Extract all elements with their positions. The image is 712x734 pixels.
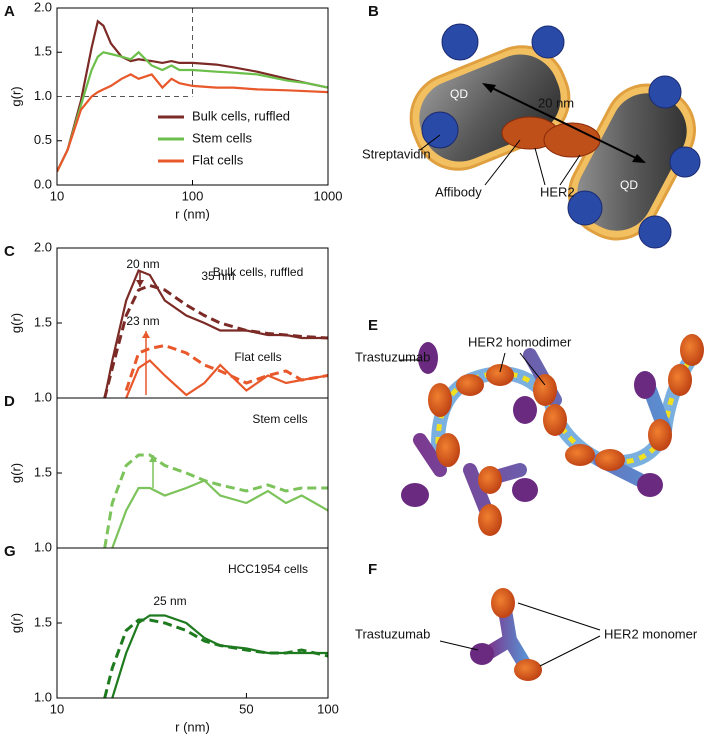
series-line	[57, 73, 328, 173]
qd-label: QD	[620, 178, 638, 192]
x-tick-label: 100	[317, 701, 339, 716]
y-tick-label: 1.0	[34, 389, 52, 404]
panel-letter: D	[4, 393, 15, 410]
annotation: Stem cells	[252, 412, 307, 426]
chart-1: 1.0 1.5 2.0 g(r) Bulk cells, ruffled 20 nm 35 …	[8, 239, 329, 404]
y-tick-label: 1.5	[34, 614, 52, 629]
annotation: Flat cells	[234, 350, 281, 364]
annotation: 25 nm	[153, 594, 186, 608]
trastuzumab-label: Trastuzumab	[355, 626, 430, 641]
y-axis-label: g(r)	[8, 463, 23, 483]
y-tick-label: 0.5	[34, 132, 52, 147]
diagram-e	[400, 334, 704, 536]
y-tick-label: 1.5	[34, 464, 52, 479]
x-tick-label: 50	[239, 701, 253, 716]
arrow-head	[136, 280, 144, 287]
affibody-label: Affibody	[435, 184, 482, 199]
y-tick-label: 1.0	[34, 539, 52, 554]
y-tick-label: 2.0	[34, 0, 52, 14]
plot-frame	[56, 7, 329, 186]
plot-frame	[56, 547, 329, 699]
annotation: HCC1954 cells	[228, 562, 308, 576]
y-tick-label: 1.0	[34, 88, 52, 103]
arrow-head	[149, 455, 157, 462]
series-line	[125, 359, 328, 398]
homodimer-label: HER2 homodimer	[468, 334, 572, 349]
legend-label: Bulk cells, ruffled	[192, 108, 290, 123]
y-tick-label: 1.0	[34, 689, 52, 704]
series-line	[103, 618, 328, 698]
x-axis-label: r (nm)	[175, 206, 210, 221]
arrow-head	[142, 331, 150, 338]
panel-letter: F	[368, 561, 377, 578]
annotation: Bulk cells, ruffled	[213, 265, 304, 279]
series-line	[111, 614, 328, 698]
legend-label: Stem cells	[192, 130, 252, 145]
annotation: 23 nm	[126, 314, 159, 328]
diagram-b	[409, 23, 701, 249]
panel-letter: G	[4, 543, 16, 560]
distance-label: 20 nm	[538, 95, 574, 110]
x-axis-label: r (nm)	[175, 719, 210, 734]
y-axis-label: g(r)	[8, 613, 23, 633]
panel-letter: B	[368, 3, 379, 20]
series-line	[57, 50, 328, 173]
panel-letter: C	[4, 243, 15, 260]
panel-letter: A	[4, 3, 15, 20]
y-tick-label: 0.0	[34, 176, 52, 191]
x-tick-label: 1000	[314, 188, 343, 203]
x-tick-label: 100	[182, 188, 204, 203]
y-tick-label: 1.5	[34, 314, 52, 329]
y-tick-label: 1.5	[34, 44, 52, 59]
streptavidin-label: Streptavidin	[362, 146, 431, 161]
annotation: 20 nm	[126, 257, 159, 271]
annotation: 35 nm	[201, 269, 234, 283]
chart-2: 1.0 1.5 g(r) Stem cells	[8, 397, 329, 554]
chart-0: 0.0 0.5 1.0 1.5 2.0 10 100 1000 r (nm) g(r) Bulk c…	[8, 0, 342, 221]
series-line	[57, 19, 328, 173]
monomer-label: HER2 monomer	[604, 626, 698, 641]
x-tick-label: 10	[50, 701, 64, 716]
qd-label: QD	[450, 87, 468, 101]
y-axis-label: g(r)	[8, 313, 23, 333]
series-line	[103, 453, 328, 548]
y-axis-label: g(r)	[8, 86, 23, 106]
chart-3: 1.0 1.5 10 50 100 r (nm) g(r) HCC1954 cells 25 n…	[8, 547, 339, 734]
legend-label: Flat cells	[192, 152, 244, 167]
panel-letter: E	[368, 317, 378, 334]
x-tick-label: 10	[50, 188, 64, 203]
series-line	[103, 283, 328, 398]
y-tick-label: 2.0	[34, 239, 52, 254]
her2-label: HER2	[540, 184, 575, 199]
diagram-f	[439, 588, 601, 681]
trastuzumab-label: Trastuzumab	[355, 349, 430, 364]
series-line	[124, 343, 328, 391]
